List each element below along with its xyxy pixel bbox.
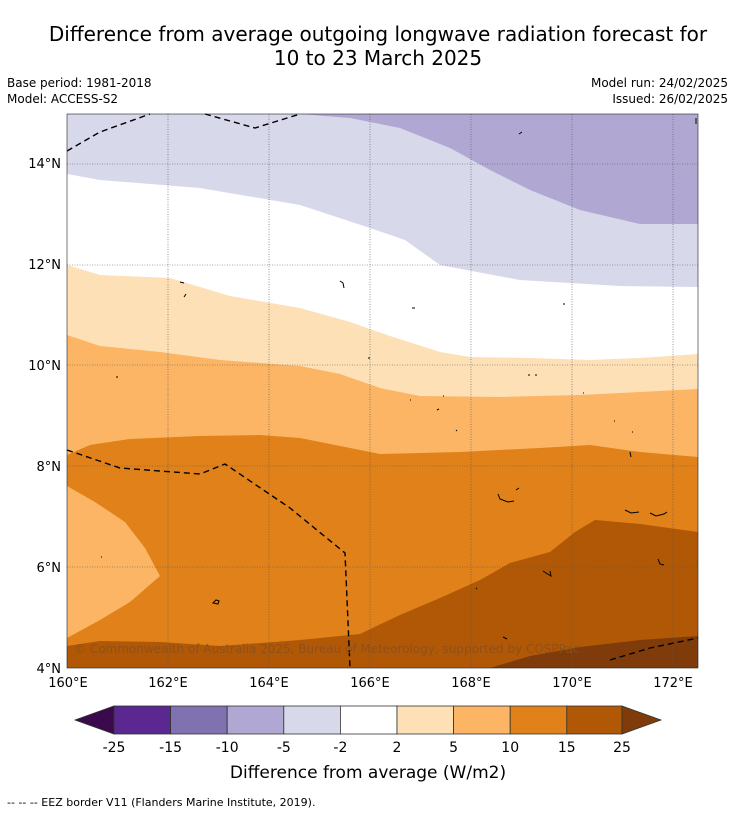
lat-label-12: 12°N	[28, 258, 61, 273]
colorbar-label: Difference from average (W/m2)	[230, 763, 506, 783]
lon-label-170: 170°E	[552, 676, 592, 691]
lon-label-168: 168°E	[451, 676, 491, 691]
colorbar-swatch-4	[283, 705, 341, 735]
colorbar-extend-high	[621, 705, 663, 735]
lon-label-172: 172°E	[653, 676, 693, 691]
colorbar-tick: -5	[277, 740, 291, 756]
meta-left: Base period: 1981-2018 Model: ACCESS-S2	[7, 75, 152, 107]
colorbar-tick: 25	[613, 740, 631, 756]
colorbar-swatch-5	[339, 705, 398, 735]
lat-label-14: 14°N	[28, 157, 61, 172]
copyright-notice: © Commonwealth of Australia 2025, Bureau…	[74, 642, 579, 656]
colorbar-swatch-2	[170, 705, 228, 735]
islands	[101, 118, 697, 640]
colorbar-tick: -10	[216, 740, 239, 756]
lat-label-4: 4°N	[37, 662, 62, 677]
contour-band-neg10-neg5	[300, 114, 698, 224]
eez-borders	[66, 113, 699, 669]
eez-footnote: -- -- -- EEZ border V11 (Flanders Marine…	[7, 796, 316, 809]
graticule	[67, 114, 698, 668]
model-name: Model: ACCESS-S2	[7, 92, 119, 106]
lat-label-10: 10°N	[28, 359, 61, 374]
lat-label-8: 8°N	[37, 460, 62, 475]
colorbar-tick: 15	[558, 740, 576, 756]
model-run: Model run: 24/02/2025	[590, 76, 728, 90]
colorbar-swatch-8	[509, 705, 568, 735]
colorbar-tick: 5	[449, 740, 458, 756]
lon-label-162: 162°E	[148, 676, 188, 691]
lon-label-164: 164°E	[249, 676, 289, 691]
colorbar-tick: 10	[501, 740, 519, 756]
colorbar-swatch-7	[453, 705, 511, 735]
colorbar-swatch-9	[566, 705, 623, 735]
title-line-2: 10 to 23 March 2025	[273, 46, 483, 70]
contour-band-gt25	[490, 636, 698, 668]
colorbar-tick: -2	[333, 740, 347, 756]
lon-label-160: 160°E	[48, 676, 88, 691]
contour-pocket-5-10	[67, 486, 160, 638]
map-panel: © Commonwealth of Australia 2025, Bureau…	[66, 113, 699, 669]
title-line-1: Difference from average outgoing longwav…	[48, 22, 708, 46]
colorbar-ticks: -25 -15 -10 -5 -2 2 5 10 15 25	[103, 740, 631, 756]
colorbar-extend-low	[73, 705, 115, 735]
lon-label-166: 166°E	[350, 676, 390, 691]
contour-band-15-25	[67, 520, 698, 668]
issued-date: Issued: 26/02/2025	[612, 92, 728, 106]
colorbar-swatch-6	[396, 705, 454, 735]
colorbar-swatch-1	[113, 705, 171, 735]
lon-labels: 160°E 162°E 164°E 166°E 168°E 170°E 172°…	[48, 676, 693, 691]
colorbar-swatch-3	[226, 705, 285, 735]
map-title: Difference from average outgoing longwav…	[20, 22, 736, 70]
lat-labels: 14°N 12°N 10°N 8°N 6°N 4°N	[28, 157, 61, 677]
colorbar-tick: -25	[103, 740, 126, 756]
colorbar-tick: 2	[393, 740, 402, 756]
map-frame	[66, 113, 699, 669]
base-period: Base period: 1981-2018	[7, 76, 152, 90]
colorbar: -25 -15 -10 -5 -2 2 5 10 15 25 Differenc…	[73, 705, 663, 783]
colorbar-tick: -15	[159, 740, 182, 756]
lat-label-6: 6°N	[37, 561, 62, 576]
meta-right: Model run: 24/02/2025 Issued: 26/02/2025	[591, 75, 728, 107]
